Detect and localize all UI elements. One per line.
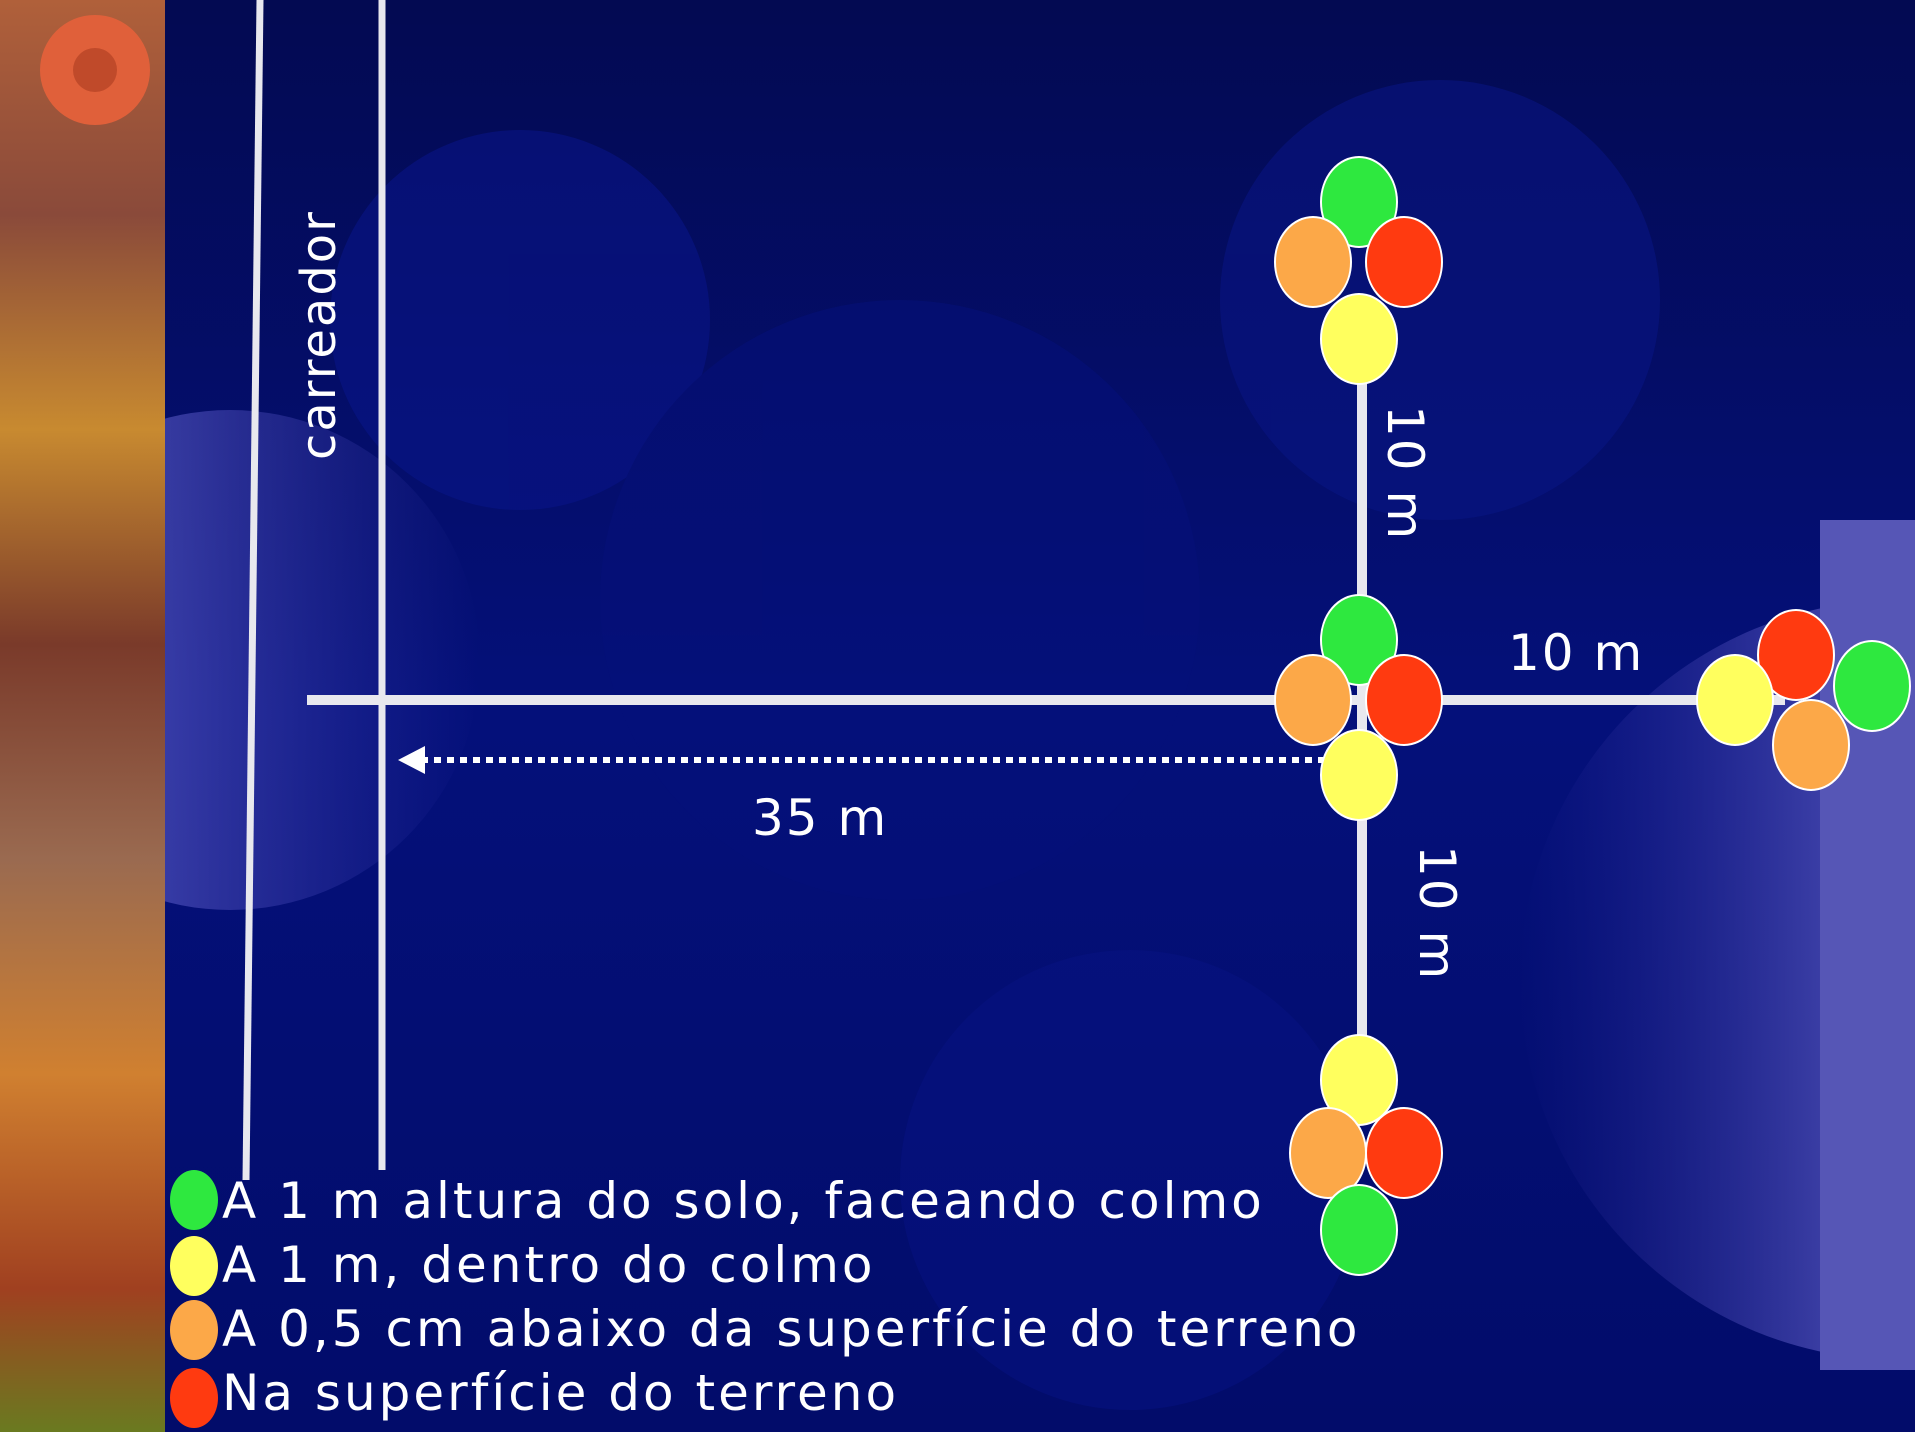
legend-text-yellow: A 1 m, dentro do colmo [222, 1236, 876, 1294]
marker-yellow [1321, 730, 1397, 820]
marker-orange [1275, 217, 1351, 307]
right-distance-label: 10 m [1508, 624, 1644, 682]
lower-distance-label: 10 m [1408, 845, 1466, 981]
legend-item-green: A 1 m altura do solo, faceando colmo [170, 1170, 1265, 1230]
legend-text-red: Na superfície do terreno [222, 1364, 899, 1422]
legend-marker-green [170, 1170, 218, 1230]
legend-item-yellow: A 1 m, dentro do colmo [170, 1236, 876, 1296]
road-label: carreador [291, 210, 347, 460]
marker-orange [1773, 700, 1849, 790]
horizontal-distance-label: 35 m [752, 789, 888, 847]
left-decorative-strip [0, 0, 165, 1432]
legend-marker-orange [170, 1300, 218, 1360]
marker-red [1366, 655, 1442, 745]
marker-green [1321, 1185, 1397, 1275]
marker-red [1366, 217, 1442, 307]
legend-text-orange: A 0,5 cm abaixo da superfície do terreno [222, 1300, 1360, 1358]
legend-text-green: A 1 m altura do solo, faceando colmo [222, 1172, 1265, 1230]
marker-red [1366, 1108, 1442, 1198]
upper-distance-label: 10 m [1376, 405, 1434, 541]
legend-item-red: Na superfície do terreno [170, 1364, 899, 1428]
legend-marker-red [170, 1368, 218, 1428]
marker-green [1834, 641, 1910, 731]
legend-marker-yellow [170, 1236, 218, 1296]
marker-yellow [1321, 294, 1397, 384]
marker-yellow [1697, 655, 1773, 745]
marker-orange [1275, 655, 1351, 745]
strip-gear-icon [40, 15, 150, 125]
legend-item-orange: A 0,5 cm abaixo da superfície do terreno [170, 1300, 1360, 1360]
